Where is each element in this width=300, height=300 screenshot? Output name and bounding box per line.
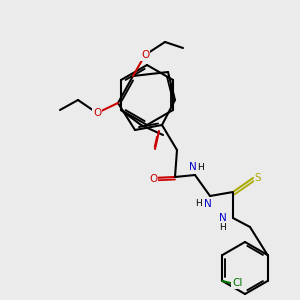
Text: O: O — [93, 108, 101, 118]
Text: N: N — [219, 213, 227, 223]
Text: O: O — [149, 174, 157, 184]
Text: Cl: Cl — [232, 278, 243, 288]
Text: H: H — [220, 223, 226, 232]
Text: S: S — [255, 173, 261, 183]
Text: N: N — [189, 162, 197, 172]
Text: N: N — [204, 199, 212, 209]
Text: H: H — [198, 163, 204, 172]
Text: H: H — [195, 200, 201, 208]
Text: O: O — [141, 50, 149, 60]
